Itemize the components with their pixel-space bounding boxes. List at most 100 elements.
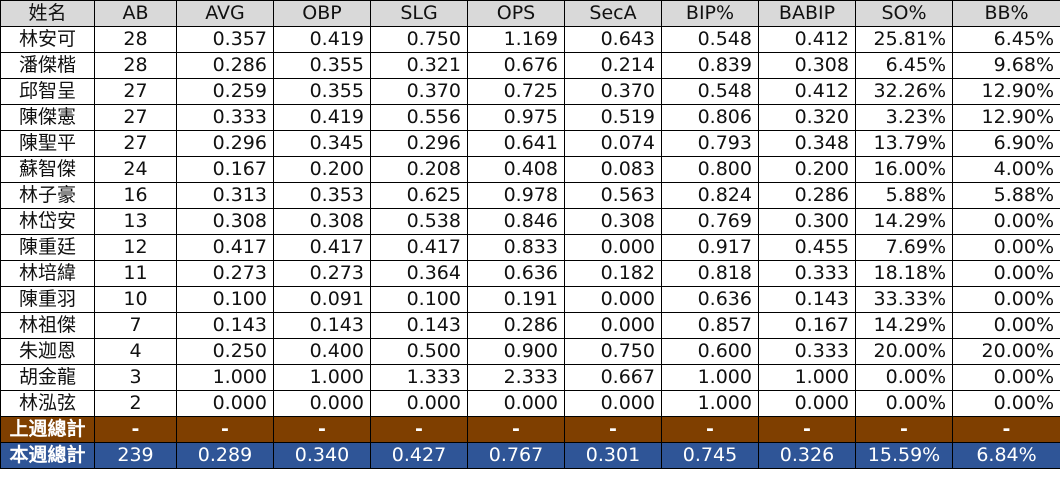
stat-cell: 6.90% — [952, 130, 1060, 157]
stat-cell: 0.793 — [661, 130, 759, 157]
stat-cell: 0.769 — [661, 208, 759, 235]
stat-cell: 3.23% — [855, 104, 953, 131]
stat-cell: 0.250 — [176, 338, 274, 365]
total-stat-cell: 15.59% — [855, 442, 953, 469]
stat-cell: 32.26% — [855, 78, 953, 105]
stat-cell: 14.29% — [855, 208, 953, 235]
stat-cell: 20.00% — [952, 338, 1060, 365]
stat-cell: 0.167 — [758, 312, 856, 339]
total-stat-cell: - — [952, 416, 1060, 443]
stat-cell: 0.00% — [952, 312, 1060, 339]
stat-cell: 0.308 — [758, 52, 856, 79]
stat-cell: 0.208 — [370, 156, 468, 183]
player-name-cell: 林泓弦 — [0, 390, 95, 417]
stat-cell: 0.643 — [564, 26, 662, 53]
stat-cell: 10 — [94, 286, 177, 313]
player-name-cell: 邱智呈 — [0, 78, 95, 105]
stat-cell: 0.833 — [467, 234, 565, 261]
player-name-cell: 胡金龍 — [0, 364, 95, 391]
stat-cell: 1.000 — [661, 364, 759, 391]
stat-cell: 0.000 — [564, 286, 662, 313]
column-header: OBP — [273, 0, 371, 27]
stat-cell: 0.286 — [176, 52, 274, 79]
stat-cell: 0.296 — [370, 130, 468, 157]
stat-cell: 0.563 — [564, 182, 662, 209]
stat-cell: 0.091 — [273, 286, 371, 313]
stat-cell: 0.857 — [661, 312, 759, 339]
stat-cell: 0.641 — [467, 130, 565, 157]
stat-cell: 33.33% — [855, 286, 953, 313]
player-name-cell: 林安可 — [0, 26, 95, 53]
stat-cell: 1.169 — [467, 26, 565, 53]
total-stat-cell: - — [564, 416, 662, 443]
batting-stats-table: 姓名 AB AVG OBP SLG OPS SecA BIP% BABIP SO% BB% 林安可 2… — [0, 0, 1060, 469]
player-name-cell: 潘傑楷 — [0, 52, 95, 79]
stat-cell: 12.90% — [952, 78, 1060, 105]
total-stat-cell: 0.326 — [758, 442, 856, 469]
stat-cell: 0.417 — [176, 234, 274, 261]
player-name-cell: 林祖傑 — [0, 312, 95, 339]
total-stat-cell: - — [370, 416, 468, 443]
stat-cell: 12 — [94, 234, 177, 261]
stat-cell: 0.412 — [758, 78, 856, 105]
table-row: 林培緯 11 0.273 0.273 0.364 0.636 0.182 0.818 0.333… — [0, 260, 1060, 287]
total-stat-cell: 6.84% — [952, 442, 1060, 469]
header-row: 姓名 AB AVG OBP SLG OPS SecA BIP% BABIP SO% BB% — [0, 0, 1060, 27]
stat-cell: 0.556 — [370, 104, 468, 131]
stat-cell: 0.725 — [467, 78, 565, 105]
stat-cell: 0.917 — [661, 234, 759, 261]
stat-cell: 0.00% — [855, 364, 953, 391]
stat-cell: 0.408 — [467, 156, 565, 183]
stat-cell: 0.143 — [273, 312, 371, 339]
this-week-total-row: 本週總計 239 0.289 0.340 0.427 0.767 0.301 0.745 0.3… — [0, 442, 1060, 469]
stat-cell: 4.00% — [952, 156, 1060, 183]
stat-cell: 0.455 — [758, 234, 856, 261]
stat-cell: 1.000 — [273, 364, 371, 391]
column-header: OPS — [467, 0, 565, 27]
stat-cell: 0.313 — [176, 182, 274, 209]
stat-cell: 0.074 — [564, 130, 662, 157]
stat-cell: 0.419 — [273, 104, 371, 131]
column-header: BABIP — [758, 0, 856, 27]
column-header: SO% — [855, 0, 953, 27]
stat-cell: 0.846 — [467, 208, 565, 235]
stat-cell: 0.00% — [855, 390, 953, 417]
player-name-cell: 陳重羽 — [0, 286, 95, 313]
total-stat-cell: 0.745 — [661, 442, 759, 469]
stat-cell: 0.400 — [273, 338, 371, 365]
stat-cell: 0.000 — [564, 312, 662, 339]
stat-cell: 0.839 — [661, 52, 759, 79]
stat-cell: 0.000 — [467, 390, 565, 417]
stat-cell: 27 — [94, 104, 177, 131]
table-row: 林子豪 16 0.313 0.353 0.625 0.978 0.563 0.824 0.286… — [0, 182, 1060, 209]
stat-cell: 0.00% — [952, 234, 1060, 261]
stat-cell: 0.286 — [758, 182, 856, 209]
total-label-cell: 本週總計 — [0, 442, 95, 469]
stat-cell: 0.320 — [758, 104, 856, 131]
total-stat-cell: - — [273, 416, 371, 443]
stat-cell: 0.296 — [176, 130, 274, 157]
stat-cell: 0.806 — [661, 104, 759, 131]
total-stat-cell: - — [176, 416, 274, 443]
total-stat-cell: 0.340 — [273, 442, 371, 469]
stat-cell: 0.182 — [564, 260, 662, 287]
player-name-cell: 林子豪 — [0, 182, 95, 209]
player-name-cell: 朱迦恩 — [0, 338, 95, 365]
stat-cell: 0.824 — [661, 182, 759, 209]
stat-cell: 24 — [94, 156, 177, 183]
stat-cell: 0.978 — [467, 182, 565, 209]
stat-cell: 0.900 — [467, 338, 565, 365]
table-row: 陳傑憲 27 0.333 0.419 0.556 0.975 0.519 0.806 0.320… — [0, 104, 1060, 131]
stat-cell: 0.355 — [273, 78, 371, 105]
stat-cell: 28 — [94, 52, 177, 79]
stat-cell: 0.167 — [176, 156, 274, 183]
stat-cell: 0.000 — [370, 390, 468, 417]
stat-cell: 0.417 — [370, 234, 468, 261]
stat-cell: 2.333 — [467, 364, 565, 391]
stat-cell: 0.00% — [952, 260, 1060, 287]
stat-cell: 1.000 — [661, 390, 759, 417]
player-name-cell: 林岱安 — [0, 208, 95, 235]
stat-cell: 0.975 — [467, 104, 565, 131]
stat-cell: 0.286 — [467, 312, 565, 339]
table-row: 胡金龍 3 1.000 1.000 1.333 2.333 0.667 1.000 1.000 0… — [0, 364, 1060, 391]
